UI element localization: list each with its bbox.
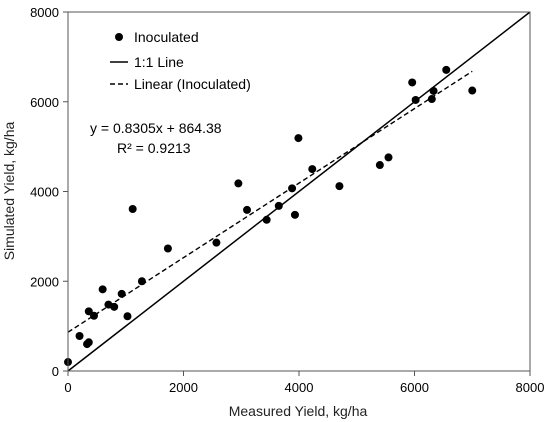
data-point-6 (98, 285, 107, 294)
data-point-29 (429, 86, 438, 95)
axes: 0 2000 4000 6000 8000 0 2000 4000 6000 8000 (30, 5, 544, 395)
y-tick-label-1: 2000 (30, 274, 59, 289)
data-point-31 (468, 86, 477, 95)
trendline-annotation: y = 0.8305x + 864.38 R² = 0.9213 (90, 120, 222, 156)
data-point-24 (375, 161, 384, 170)
x-tick-label-2: 4000 (285, 380, 314, 395)
x-axis-title: Measured Yield, kg/ha (229, 403, 368, 419)
legend-marker-inoculated (115, 33, 123, 41)
data-point-19 (288, 184, 297, 193)
data-point-9 (117, 289, 126, 298)
data-point-13 (163, 244, 172, 253)
data-point-5 (89, 311, 98, 320)
data-point-23 (335, 182, 344, 191)
x-tick-label-4: 8000 (516, 380, 545, 395)
one-to-one-line (67, 11, 531, 372)
data-point-21 (294, 134, 303, 143)
legend: Inoculated 1:1 Line Linear (Inoculated) (110, 29, 251, 92)
y-tick-label-0: 0 (52, 364, 59, 379)
data-point-18 (274, 201, 283, 210)
plot-area (64, 11, 531, 372)
y-tick-label-2: 4000 (30, 185, 59, 200)
data-point-26 (408, 78, 417, 87)
data-point-30 (442, 65, 451, 74)
y-axis-title: Simulated Yield, kg/ha (1, 122, 17, 261)
legend-label-inoculated: Inoculated (134, 29, 199, 45)
x-tick-label-0: 0 (64, 380, 71, 395)
linear-trendline (67, 70, 473, 333)
data-point-14 (212, 238, 221, 247)
equation-label: y = 0.8305x + 864.38 (90, 120, 222, 136)
data-point-20 (290, 210, 299, 219)
data-point-3 (84, 338, 93, 347)
data-point-16 (243, 205, 252, 214)
data-point-27 (411, 95, 420, 104)
data-point-28 (427, 95, 436, 104)
r-squared-label: R² = 0.9213 (117, 140, 191, 156)
data-point-12 (137, 277, 146, 286)
data-point-25 (384, 153, 393, 162)
data-point-17 (262, 215, 271, 224)
data-point-22 (308, 165, 317, 174)
x-tick-label-3: 6000 (400, 380, 429, 395)
data-point-8 (110, 302, 119, 311)
y-tick-label-4: 8000 (30, 5, 59, 20)
data-point-10 (123, 312, 132, 321)
data-point-4 (84, 307, 93, 316)
x-tick-label-1: 2000 (169, 380, 198, 395)
data-point-1 (75, 331, 84, 340)
y-tick-label-3: 6000 (30, 95, 59, 110)
legend-label-linear: Linear (Inoculated) (134, 76, 251, 92)
legend-label-one-to-one: 1:1 Line (134, 54, 184, 70)
data-point-11 (128, 205, 137, 214)
data-point-15 (234, 179, 243, 188)
